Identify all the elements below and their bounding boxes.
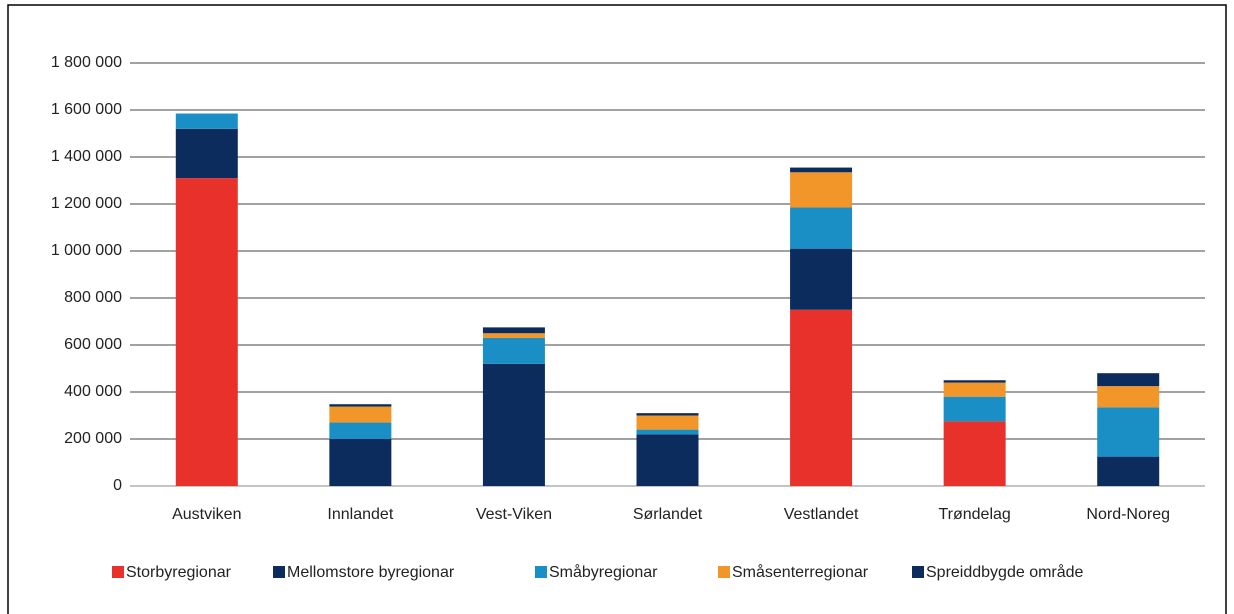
bar-segment: [329, 439, 392, 486]
y-tick-label: 1 800 000: [51, 54, 122, 71]
bar-segment: [329, 422, 392, 439]
legend-label: Spreiddbygde område: [926, 563, 1084, 581]
y-tick-label: 200 000: [64, 430, 122, 447]
bar-segment: [329, 406, 392, 423]
bar-segment: [175, 128, 238, 179]
bar-segment: [482, 333, 545, 338]
bar-segment: [790, 207, 853, 249]
bar-segment: [329, 404, 392, 407]
legend-swatch: [535, 566, 547, 578]
legend-label: Mellomstore byregionar: [287, 564, 455, 581]
bar-segment: [636, 415, 699, 430]
bar-segment: [943, 382, 1006, 397]
legend-swatch: [273, 566, 285, 578]
bar-segment: [790, 309, 853, 486]
legend-label: Småsenterregionar: [732, 563, 869, 581]
x-tick-label: Sørlandet: [633, 506, 703, 523]
y-tick-label: 1 400 000: [51, 148, 122, 165]
y-tick-label: 600 000: [64, 336, 122, 353]
x-tick-label: Trøndelag: [938, 506, 1010, 523]
y-tick-label: 1 200 000: [51, 195, 122, 212]
y-tick-label: 1 600 000: [51, 101, 122, 118]
frame: [7, 4, 1227, 614]
bar-segment: [943, 421, 1006, 486]
bar-segment: [175, 113, 238, 129]
bar-segment: [943, 396, 1006, 422]
bar-segment: [1097, 407, 1160, 457]
bar-segment: [636, 429, 699, 435]
bar-segment: [482, 363, 545, 486]
bar-segment: [175, 178, 238, 486]
bar-segment: [482, 337, 545, 364]
bar-segment: [482, 327, 545, 334]
bar-segment: [636, 413, 699, 416]
y-tick-label: 0: [113, 477, 122, 494]
bar-segment: [1097, 456, 1160, 486]
y-tick-label: 400 000: [64, 383, 122, 400]
y-tick-label: 1 000 000: [51, 242, 122, 259]
x-tick-label: Nord-Noreg: [1086, 506, 1170, 523]
x-tick-label: Vest-Viken: [476, 506, 552, 523]
legend-swatch: [912, 566, 924, 578]
y-tick-label: 800 000: [64, 289, 122, 306]
bar-segment: [790, 167, 853, 173]
bar-segment: [790, 248, 853, 310]
bar-segment: [943, 380, 1006, 383]
legend-label: Storbyregionar: [126, 564, 232, 581]
legend-swatch: [112, 566, 124, 578]
bar-segment: [790, 172, 853, 208]
x-tick-label: Austviken: [172, 506, 241, 523]
bar-segment: [636, 434, 699, 486]
x-tick-label: Vestlandet: [784, 506, 859, 523]
x-tick-label: Innlandet: [327, 506, 393, 523]
legend-swatch: [718, 566, 730, 578]
bar-segment: [1097, 386, 1160, 408]
legend-label: Småbyregionar: [549, 563, 658, 581]
bar-segment: [1097, 373, 1160, 387]
